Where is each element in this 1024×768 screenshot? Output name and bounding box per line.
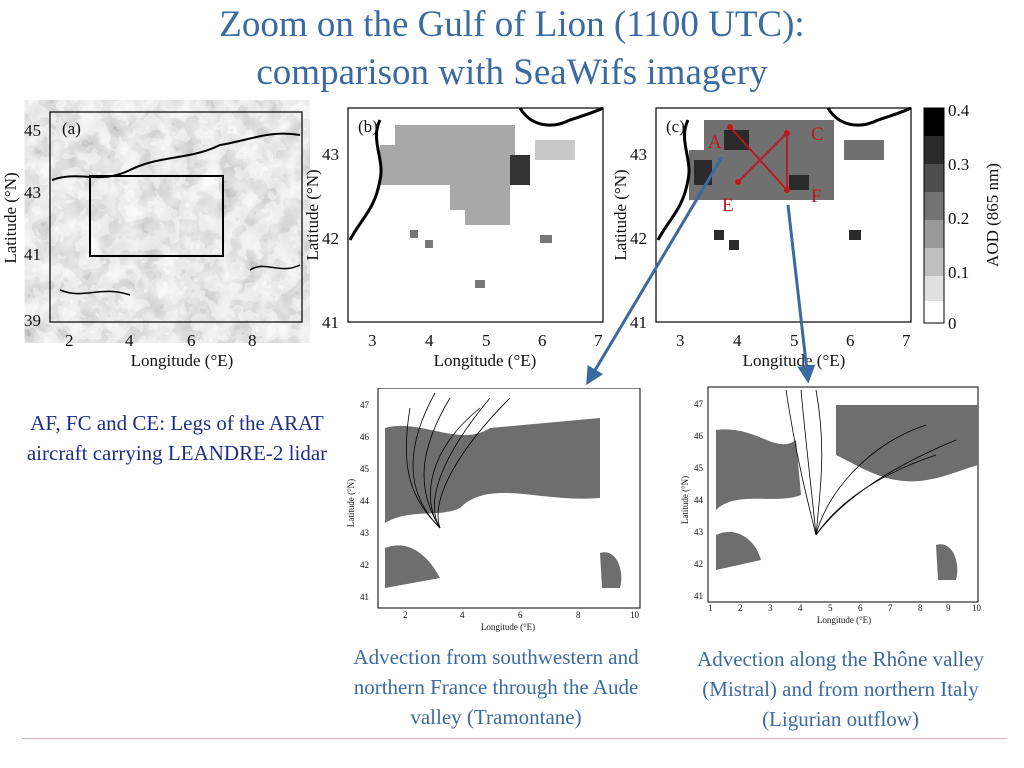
panel-a-ytick-39: 39 [24, 311, 41, 330]
panel-c-label: (c) [666, 117, 685, 136]
slide-title-line1: Zoom on the Gulf of Lion (1100 UTC): [219, 4, 805, 45]
panel-b-ylabel: Latitude (°N) [303, 169, 322, 260]
traj-right-ytick-42: 42 [694, 559, 703, 569]
traj-right-ytick-44: 44 [694, 495, 704, 505]
traj-right-xtick-10: 10 [972, 603, 982, 613]
traj-left-xtick-4: 4 [460, 610, 465, 620]
panel-b-xtick-5: 5 [482, 331, 491, 350]
point-a-label: A [708, 132, 722, 153]
panel-a-xtick-8: 8 [248, 331, 257, 350]
panel-a-xtick-4: 4 [125, 331, 134, 350]
caption-tramontane: Advection from southwestern and northern… [353, 645, 639, 729]
panel-a-xtick-6: 6 [187, 331, 196, 350]
traj-left-ytick-43: 43 [360, 528, 370, 538]
traj-right-xtick-3: 3 [768, 603, 773, 613]
point-f-label: F [811, 186, 822, 207]
traj-right-xtick-5: 5 [828, 603, 833, 613]
panel-b-ytick-42: 42 [322, 229, 339, 248]
traj-right-xlabel: Longitude (°E) [817, 615, 871, 625]
traj-left-ytick-41: 41 [360, 592, 369, 602]
slide-title-line2: comparison with SeaWifs imagery [256, 52, 768, 93]
panel-c-ytick-43: 43 [630, 145, 647, 164]
traj-right-ytick-46: 46 [694, 431, 704, 441]
panel-b-ytick-43: 43 [322, 145, 339, 164]
traj-left-xlabel: Longitude (°E) [481, 622, 535, 632]
panel-b-xlabel: Longitude (°E) [434, 351, 537, 370]
traj-left-xtick-10: 10 [630, 610, 640, 620]
panel-b-xtick-6: 6 [538, 331, 547, 350]
panel-b-label: (b) [358, 117, 378, 136]
traj-right-xtick-8: 8 [918, 603, 923, 613]
panel-b-xtick-4: 4 [425, 331, 434, 350]
panel-a-ytick-45: 45 [24, 121, 41, 140]
panel-a-ytick-41: 41 [24, 245, 41, 264]
arrow-to-left-map [586, 156, 724, 386]
trajectory-map-left: 47 46 45 44 43 42 41 2 4 6 8 10 Longitud… [346, 388, 641, 632]
arrow-to-right-map [786, 204, 816, 384]
colorbar-tick-01: 0.1 [948, 263, 969, 282]
panel-c-ytick-41: 41 [630, 313, 647, 332]
panel-c-xtick-7: 7 [902, 331, 911, 350]
panel-c-xlabel: Longitude (°E) [743, 351, 846, 370]
panel-a-xlabel: Longitude (°E) [131, 351, 234, 370]
traj-right-xtick-6: 6 [858, 603, 863, 613]
traj-right-ytick-45: 45 [694, 463, 704, 473]
panel-c-xtick-5: 5 [790, 331, 799, 350]
colorbar-tick-0: 0 [948, 314, 957, 333]
panel-b-xtick-3: 3 [368, 331, 377, 350]
traj-left-ytick-47: 47 [360, 400, 370, 410]
colorbar-swatches [923, 107, 945, 324]
footer-divider [22, 738, 1007, 739]
traj-right-ylabel: Latitude (°N) [680, 476, 690, 524]
traj-right-xtick-1: 1 [708, 603, 713, 613]
panel-a-ytick-43: 43 [24, 183, 41, 202]
point-e-label: E [722, 195, 734, 216]
traj-right-xtick-4: 4 [798, 603, 803, 613]
panel-b-ytick-41: 41 [322, 313, 339, 332]
traj-right-ytick-47: 47 [694, 399, 704, 409]
panel-c-xtick-4: 4 [733, 331, 742, 350]
traj-left-xtick-8: 8 [576, 610, 581, 620]
traj-right-xtick-2: 2 [738, 603, 743, 613]
panel-c-xtick-3: 3 [676, 331, 685, 350]
traj-right-ytick-43: 43 [694, 527, 704, 537]
point-c-label: C [811, 124, 824, 145]
panel-c-xtick-6: 6 [846, 331, 855, 350]
panel-c-ytick-42: 42 [630, 229, 647, 248]
caption-mistral: Advection along the Rhône valley (Mistra… [697, 647, 984, 731]
traj-left-ytick-46: 46 [360, 432, 370, 442]
traj-left-ytick-45: 45 [360, 464, 370, 474]
panel-a-map: (a) 45 43 41 39 2 4 6 8 Longitude (°E) L… [1, 111, 303, 370]
traj-right-xtick-7: 7 [888, 603, 893, 613]
panel-b-xtick-7: 7 [594, 331, 603, 350]
flight-legs [729, 126, 788, 191]
caption-flight-legs: AF, FC and CE: Legs of the ARAT aircraft… [26, 411, 328, 465]
colorbar-tick-04: 0.4 [948, 101, 970, 120]
traj-left-xtick-2: 2 [403, 610, 408, 620]
panel-a-xtick-2: 2 [65, 331, 74, 350]
traj-right-xtick-9: 9 [946, 603, 951, 613]
traj-left-ylabel: Latitude (°N) [346, 479, 356, 527]
traj-left-ytick-44: 44 [360, 496, 370, 506]
colorbar-tick-03: 0.3 [948, 155, 969, 174]
traj-right-ytick-41: 41 [694, 591, 703, 601]
traj-left-ytick-42: 42 [360, 560, 369, 570]
trajectory-map-right: 47 46 45 44 43 42 41 1 2 3 4 5 6 7 8 9 1… [680, 386, 982, 625]
panel-a-label: (a) [62, 119, 81, 138]
colorbar-label: AOD (865 nm) [983, 163, 1002, 267]
panel-c-ylabel: Latitude (°N) [611, 169, 630, 260]
traj-left-xtick-6: 6 [518, 610, 523, 620]
panel-b-map: (b) 43 42 41 3 4 5 6 7 Longitude (°E) La… [303, 106, 604, 370]
aod-colorbar: 0.4 0.3 0.2 0.1 0 AOD (865 nm) [923, 101, 1002, 333]
panel-a-ylabel: Latitude (°N) [1, 172, 20, 263]
colorbar-tick-02: 0.2 [948, 209, 969, 228]
